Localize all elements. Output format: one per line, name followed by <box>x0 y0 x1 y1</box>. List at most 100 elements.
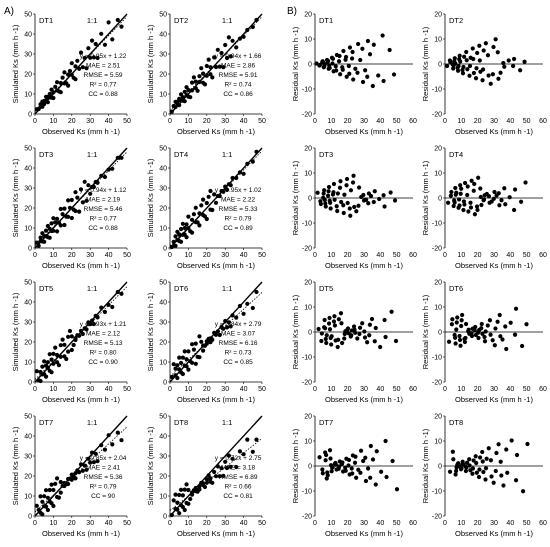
data-point <box>326 189 331 194</box>
x-tick-label: 50 <box>123 520 131 527</box>
data-point <box>171 498 176 503</box>
one-to-one-label: 1:1 <box>87 284 97 293</box>
data-point <box>254 289 259 295</box>
data-point <box>372 339 377 344</box>
data-point <box>212 469 217 475</box>
data-point <box>476 175 481 180</box>
data-point <box>73 64 78 69</box>
data-point <box>34 369 39 374</box>
x-tick-label: 60 <box>539 118 547 125</box>
x-tick-label: 40 <box>105 252 113 259</box>
data-point <box>523 180 528 185</box>
data-point <box>508 320 513 325</box>
panel-b-label: B) <box>287 6 297 17</box>
data-point <box>245 437 250 442</box>
data-point <box>169 244 174 250</box>
y-tick-label: 30 <box>24 320 32 327</box>
x-tick-label: 30 <box>490 386 498 393</box>
x-tick-label: 50 <box>123 252 131 259</box>
y-axis-title: Residual Ks (mm h -1) <box>421 294 430 369</box>
y-axis-title: Residual Ks (mm h -1) <box>291 294 300 369</box>
data-point <box>91 184 96 190</box>
data-point <box>58 223 63 228</box>
data-point <box>197 211 202 216</box>
x-tick-label: 0 <box>443 520 447 527</box>
data-point <box>335 208 340 214</box>
y-tick-label: 20 <box>304 12 312 19</box>
one-to-one-label: 1:1 <box>222 418 232 427</box>
stat-line: CC = 0.89 <box>223 225 253 232</box>
data-point <box>53 220 58 225</box>
data-point <box>478 455 483 460</box>
y-tick-label: 30 <box>159 52 167 59</box>
data-point <box>234 464 239 470</box>
data-point <box>368 193 374 199</box>
data-point <box>184 235 189 240</box>
data-point <box>88 55 93 60</box>
y-tick-label: 10 <box>434 171 442 178</box>
y-tick-label: 30 <box>24 52 32 59</box>
data-point <box>193 205 198 210</box>
data-point <box>323 458 328 463</box>
data-point <box>507 195 512 200</box>
x-tick-label: 20 <box>203 252 211 259</box>
data-point <box>355 70 360 75</box>
y-tick-label: 50 <box>159 280 167 287</box>
data-point <box>66 198 71 203</box>
data-point <box>69 197 74 203</box>
data-point <box>458 59 463 64</box>
stat-line: R² = 0.74 <box>225 82 252 89</box>
data-point <box>478 194 483 200</box>
data-point <box>177 492 182 498</box>
x-tick-label: 20 <box>474 252 482 259</box>
y-tick-label: -20 <box>432 380 442 387</box>
data-point <box>212 192 217 197</box>
data-point <box>223 318 228 324</box>
data-point <box>453 335 458 340</box>
y-tick-label: -10 <box>432 355 442 362</box>
data-point <box>180 355 185 360</box>
data-point <box>45 495 50 500</box>
y-tick-label: 20 <box>24 340 32 347</box>
data-point <box>348 213 353 218</box>
data-point <box>254 17 259 23</box>
data-point <box>119 24 124 29</box>
y-tick-label: -10 <box>302 87 312 94</box>
data-point <box>390 458 395 464</box>
data-point <box>316 326 321 332</box>
data-point <box>201 348 206 353</box>
y-tick-label: 0 <box>28 246 32 253</box>
data-point <box>215 47 220 52</box>
x-tick-label: 10 <box>457 386 465 393</box>
data-point <box>82 55 87 61</box>
stat-line: MAE = 2.41 <box>86 465 121 472</box>
x-tick-label: 50 <box>123 386 131 393</box>
data-point <box>58 90 63 95</box>
data-point <box>171 239 176 244</box>
data-point <box>475 207 480 213</box>
data-point <box>459 466 464 471</box>
y-tick-label: 20 <box>159 72 167 79</box>
data-point <box>224 465 230 471</box>
data-point <box>204 341 209 346</box>
data-point <box>67 205 73 210</box>
data-point <box>204 63 209 69</box>
x-tick-label: 10 <box>327 118 335 125</box>
data-point <box>332 314 337 319</box>
data-point <box>322 188 327 193</box>
data-point <box>324 476 329 481</box>
y-tick-label: 20 <box>434 146 442 153</box>
data-point <box>319 338 324 344</box>
data-point <box>520 489 526 494</box>
x-tick-label: 30 <box>360 520 368 527</box>
data-point <box>208 188 213 194</box>
data-point <box>321 191 326 196</box>
data-point <box>73 337 78 343</box>
data-point <box>95 459 100 464</box>
data-point <box>66 83 71 88</box>
data-point <box>318 201 323 207</box>
data-point <box>88 191 93 196</box>
y-tick-label: 0 <box>28 514 32 521</box>
stat-line: y = 0.72x + 2.75 <box>215 455 262 462</box>
